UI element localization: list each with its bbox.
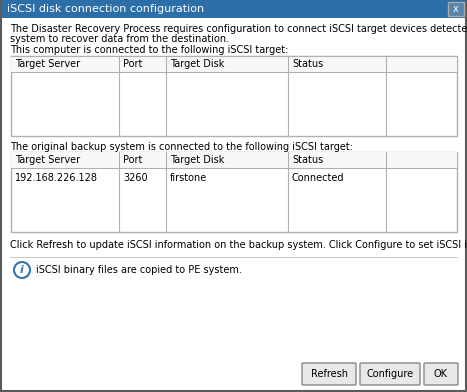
Text: Target Disk: Target Disk xyxy=(170,59,224,69)
Text: 3260: 3260 xyxy=(123,173,148,183)
Circle shape xyxy=(15,263,28,276)
Text: iSCSI disk connection configuration: iSCSI disk connection configuration xyxy=(7,4,204,14)
Text: Target Disk: Target Disk xyxy=(170,155,224,165)
FancyBboxPatch shape xyxy=(302,363,356,385)
FancyBboxPatch shape xyxy=(360,363,420,385)
Text: This computer is connected to the following iSCSI target:: This computer is connected to the follow… xyxy=(10,45,289,55)
Text: x: x xyxy=(453,4,459,14)
Circle shape xyxy=(14,262,30,278)
Text: i: i xyxy=(20,265,24,275)
FancyBboxPatch shape xyxy=(424,363,458,385)
Text: Port: Port xyxy=(123,59,142,69)
Text: Target Server: Target Server xyxy=(15,59,80,69)
Text: The Disaster Recovery Process requires configuration to connect iSCSI target dev: The Disaster Recovery Process requires c… xyxy=(10,24,467,34)
Text: firstone: firstone xyxy=(170,173,207,183)
Text: Port: Port xyxy=(123,155,142,165)
Text: iSCSI binary files are copied to PE system.: iSCSI binary files are copied to PE syst… xyxy=(36,265,242,275)
Text: Status: Status xyxy=(292,155,323,165)
Text: The original backup system is connected to the following iSCSI target:: The original backup system is connected … xyxy=(10,142,353,152)
Bar xyxy=(11,56,457,136)
Text: Target Server: Target Server xyxy=(15,155,80,165)
Text: Click Refresh to update iSCSI information on the backup system. Click Configure : Click Refresh to update iSCSI informatio… xyxy=(10,240,467,250)
Bar xyxy=(11,152,457,168)
Text: Refresh: Refresh xyxy=(311,369,347,379)
Bar xyxy=(11,56,457,72)
Text: OK: OK xyxy=(434,369,448,379)
Bar xyxy=(11,152,457,232)
Text: Configure: Configure xyxy=(367,369,414,379)
Text: 192.168.226.128: 192.168.226.128 xyxy=(15,173,98,183)
Text: system to recover data from the destination.: system to recover data from the destinat… xyxy=(10,34,229,44)
Bar xyxy=(1,0,466,18)
Text: Connected: Connected xyxy=(292,173,345,183)
Bar xyxy=(448,2,464,16)
Text: Status: Status xyxy=(292,59,323,69)
